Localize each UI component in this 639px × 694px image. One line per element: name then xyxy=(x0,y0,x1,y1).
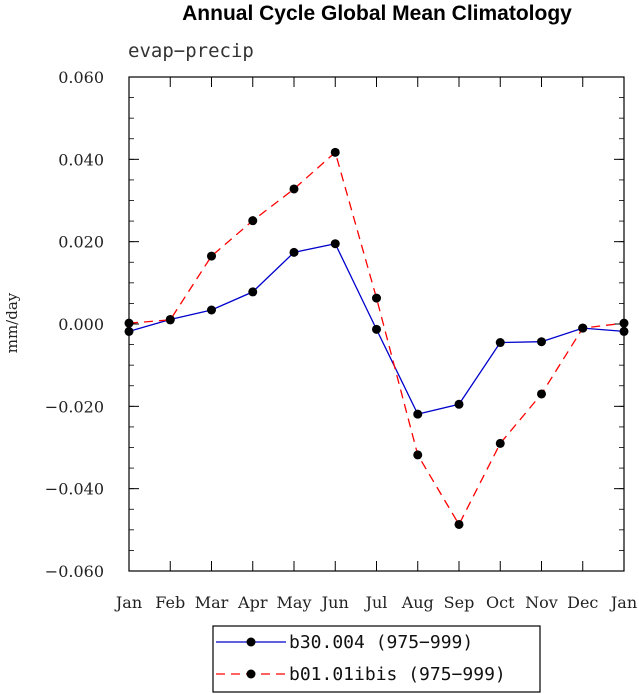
data-point xyxy=(537,337,546,347)
x-tick-label: Jul xyxy=(364,593,388,612)
data-point xyxy=(454,519,464,529)
legend: b30.004 (975−999) b01.01ibis (975−999) xyxy=(212,625,541,693)
x-tick-label: Jan xyxy=(609,593,637,612)
data-point xyxy=(495,438,505,448)
y-tick-label: 0.040 xyxy=(58,150,104,169)
data-point xyxy=(537,389,546,399)
chart-title: Annual Cycle Global Mean Climatology xyxy=(182,2,572,25)
data-point xyxy=(248,216,258,226)
y-tick-label: 0.060 xyxy=(58,68,104,87)
series-layer xyxy=(124,147,629,529)
x-tick-label: Apr xyxy=(237,593,268,612)
data-point xyxy=(413,409,423,419)
data-point xyxy=(248,287,258,297)
x-tick-label: Jan xyxy=(114,593,142,612)
x-tick-label: Sep xyxy=(444,593,475,612)
x-tick-label: Feb xyxy=(155,593,185,612)
data-point xyxy=(207,305,216,315)
x-tick-label: Mar xyxy=(195,593,229,612)
y-tick-label: 0.000 xyxy=(58,315,104,334)
y-tick-label: −0.060 xyxy=(45,562,104,581)
y-axis-label: mm/day xyxy=(3,292,21,353)
plot-frame xyxy=(128,76,625,572)
x-tick-label: Jun xyxy=(320,593,349,612)
data-point xyxy=(289,184,299,194)
data-point xyxy=(372,293,381,303)
data-point xyxy=(330,239,340,249)
legend-box xyxy=(212,625,541,693)
legend-label-b30-004: b30.004 (975−999) xyxy=(289,632,473,653)
data-point xyxy=(165,315,175,325)
chart-subtitle: evap−precip xyxy=(128,40,254,62)
x-tick-label: Aug xyxy=(401,593,434,612)
data-point xyxy=(372,324,381,334)
y-tick-label: 0.020 xyxy=(58,233,104,252)
legend-marker-b01-01ibis xyxy=(246,669,256,679)
data-point xyxy=(207,251,216,261)
legend-label-b01-01ibis: b01.01ibis (975−999) xyxy=(289,664,506,685)
tick-labels: Jan Feb Mar Apr May Jun Jul Aug Sep Oct Nov Dec Jan 0… xyxy=(45,68,637,612)
x-tick-label: Dec xyxy=(567,593,598,612)
data-point xyxy=(454,399,464,409)
y-tick-label: −0.040 xyxy=(45,480,104,499)
data-point xyxy=(495,338,505,348)
y-tick-label: −0.020 xyxy=(45,397,104,416)
axis-ticks xyxy=(128,76,625,572)
data-point xyxy=(413,450,423,460)
x-tick-label: Nov xyxy=(525,593,558,612)
x-tick-label: Oct xyxy=(486,593,515,612)
data-point xyxy=(330,147,340,157)
x-tick-label: May xyxy=(277,593,312,612)
legend-marker-b30-004 xyxy=(246,637,256,647)
data-point xyxy=(578,323,588,333)
data-point xyxy=(289,247,299,257)
